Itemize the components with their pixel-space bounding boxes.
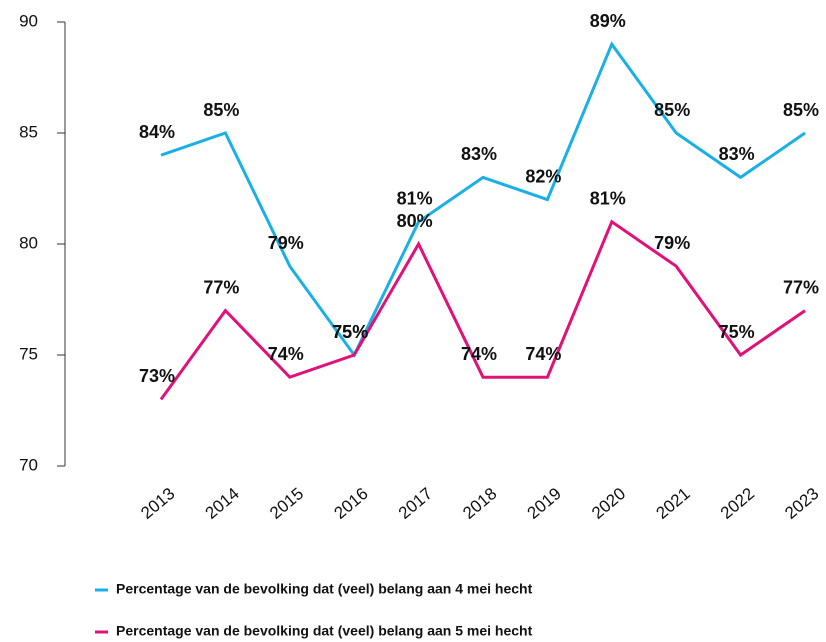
value-label: 83% [719,144,755,164]
x-tick-label: 2014 [202,484,243,523]
value-label: 75% [719,322,755,342]
y-tick-label: 85 [19,122,38,141]
x-tick-label: 2017 [395,484,436,523]
value-label: 84% [139,122,175,142]
value-label: 85% [203,100,239,120]
value-label: 85% [654,100,690,120]
value-label: 74% [461,344,497,364]
x-tick-label: 2013 [137,484,178,523]
value-label: 80% [397,211,433,231]
x-tick-label: 2022 [717,484,758,523]
value-label: 81% [590,189,626,209]
line [159,219,806,401]
value-label: 73% [139,366,175,386]
x-tick-label: 2023 [781,484,822,523]
x-tick-label: 2019 [524,484,565,523]
value-label: 89% [590,11,626,31]
value-label: 79% [268,233,304,253]
x-tick-label: 2016 [330,484,371,523]
value-label: 74% [525,344,561,364]
value-label: 77% [783,277,819,297]
value-label: 77% [203,277,239,297]
value-label: 81% [397,189,433,209]
value-label: 75% [332,322,368,342]
legend-label: Percentage van de bevolking dat (veel) b… [116,623,533,639]
y-tick-label: 70 [19,455,38,474]
y-tick-label: 80 [19,233,38,252]
x-tick-label: 2021 [652,484,693,523]
y-tick-label: 90 [19,11,38,30]
value-label: 74% [268,344,304,364]
y-tick-label: 75 [19,344,38,363]
value-label: 82% [525,166,561,186]
value-label: 79% [654,233,690,253]
line [160,41,806,358]
value-label: 83% [461,144,497,164]
x-tick-label: 2015 [266,484,307,523]
legend-label: Percentage van de bevolking dat (veel) b… [116,581,533,597]
value-label: 75% [332,322,368,342]
value-label: 85% [783,100,819,120]
x-tick-label: 2020 [588,484,629,523]
x-tick-label: 2018 [459,484,500,523]
